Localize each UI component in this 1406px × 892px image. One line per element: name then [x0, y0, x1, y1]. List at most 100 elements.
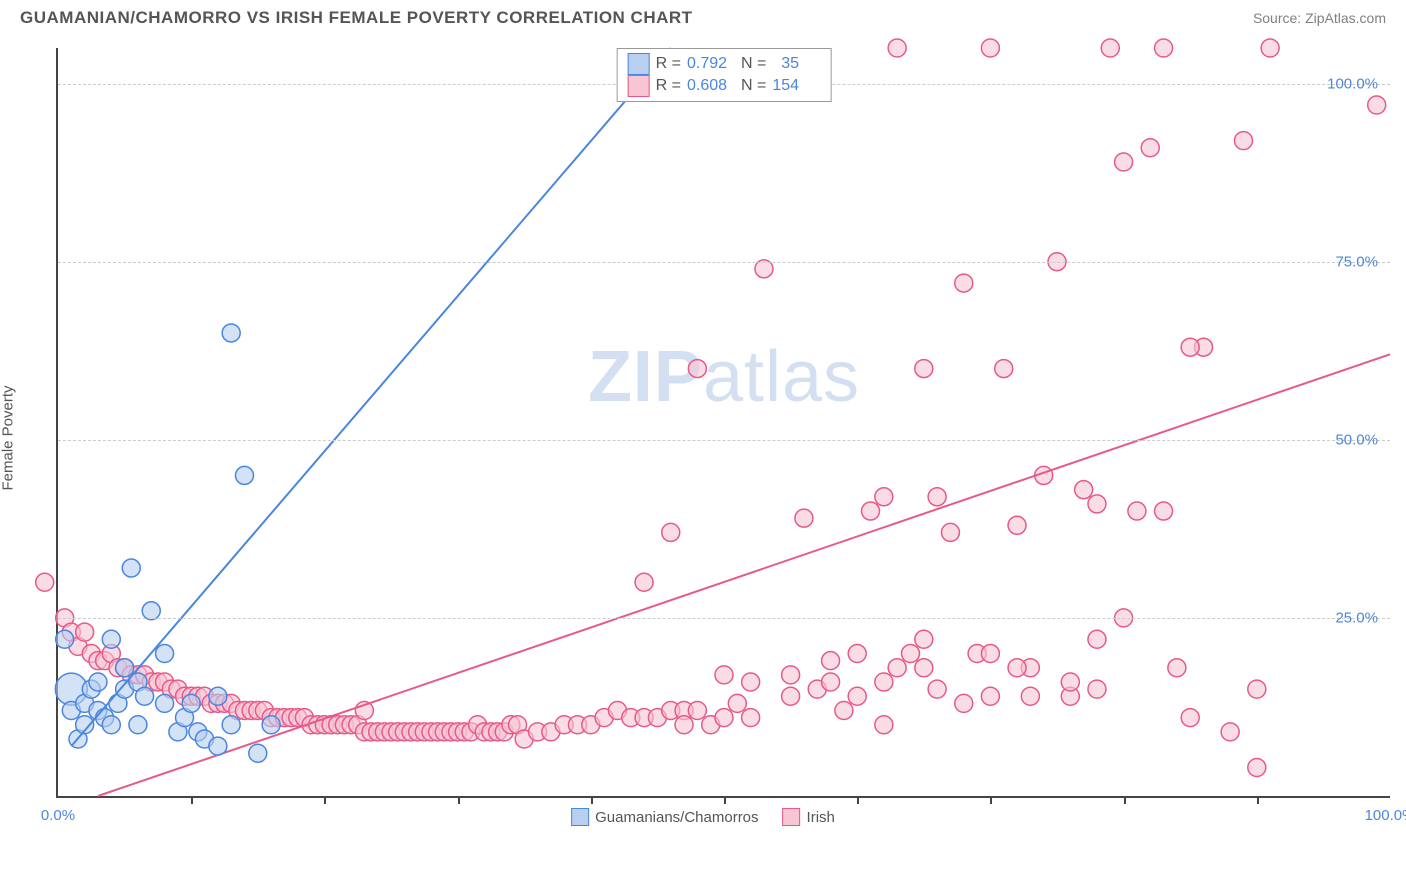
scatter-point	[782, 666, 800, 684]
scatter-point	[1061, 673, 1079, 691]
stats-r-value-2: 0.608	[687, 77, 735, 95]
scatter-point	[862, 502, 880, 520]
scatter-point	[1115, 153, 1133, 171]
stats-n-label-2: N =	[741, 77, 766, 95]
scatter-point	[635, 573, 653, 591]
scatter-point	[102, 716, 120, 734]
scatter-point	[981, 687, 999, 705]
x-tick	[857, 796, 859, 804]
stats-r-label-2: R =	[656, 77, 681, 95]
scatter-point	[156, 645, 174, 663]
gridline	[58, 618, 1390, 619]
scatter-point	[36, 573, 54, 591]
x-tick	[1124, 796, 1126, 804]
legend-item-series1: Guamanians/Chamorros	[571, 808, 758, 826]
scatter-point	[995, 360, 1013, 378]
stats-legend-box: R = 0.792 N = 35 R = 0.608 N = 154	[617, 48, 832, 102]
scatter-point	[955, 694, 973, 712]
scatter-point	[742, 709, 760, 727]
scatter-svg	[58, 48, 1390, 796]
scatter-point	[901, 645, 919, 663]
scatter-point	[222, 716, 240, 734]
scatter-point	[1128, 502, 1146, 520]
gridline	[58, 262, 1390, 263]
scatter-point	[1088, 680, 1106, 698]
scatter-point	[688, 360, 706, 378]
scatter-point	[56, 630, 74, 648]
x-tick	[591, 796, 593, 804]
scatter-point	[249, 744, 267, 762]
legend-bottom: Guamanians/Chamorros Irish	[571, 808, 835, 826]
scatter-point	[1181, 338, 1199, 356]
scatter-point	[688, 702, 706, 720]
scatter-point	[715, 666, 733, 684]
y-tick-label: 100.0%	[1327, 75, 1378, 92]
chart-header: GUAMANIAN/CHAMORRO VS IRISH FEMALE POVER…	[0, 0, 1406, 32]
scatter-point	[955, 274, 973, 292]
x-tick	[191, 796, 193, 804]
scatter-point	[1248, 759, 1266, 777]
scatter-point	[1141, 139, 1159, 157]
scatter-point	[1101, 39, 1119, 57]
scatter-point	[782, 687, 800, 705]
scatter-point	[728, 694, 746, 712]
scatter-point	[875, 673, 893, 691]
y-tick-label: 50.0%	[1335, 431, 1378, 448]
scatter-point	[848, 645, 866, 663]
scatter-point	[1234, 132, 1252, 150]
x-tick	[724, 796, 726, 804]
stats-r-value-1: 0.792	[687, 55, 735, 73]
scatter-point	[915, 659, 933, 677]
scatter-point	[1155, 39, 1173, 57]
scatter-point	[875, 716, 893, 734]
plot-area: ZIPatlas R = 0.792 N = 35 R = 0.608 N = …	[56, 48, 1390, 798]
scatter-point	[888, 39, 906, 57]
x-tick	[1257, 796, 1259, 804]
scatter-point	[888, 659, 906, 677]
scatter-point	[1008, 659, 1026, 677]
chart-container: Female Poverty ZIPatlas R = 0.792 N = 35…	[16, 48, 1390, 828]
scatter-point	[1248, 680, 1266, 698]
legend-swatch-series2	[783, 808, 801, 826]
scatter-point	[209, 687, 227, 705]
scatter-point	[209, 737, 227, 755]
stats-n-value-1: 35	[772, 55, 820, 73]
scatter-point	[89, 673, 107, 691]
scatter-point	[1021, 687, 1039, 705]
scatter-point	[915, 360, 933, 378]
x-tick	[324, 796, 326, 804]
scatter-point	[928, 488, 946, 506]
scatter-point	[981, 39, 999, 57]
scatter-point	[1008, 516, 1026, 534]
stats-n-value-2: 154	[772, 77, 820, 95]
scatter-point	[156, 694, 174, 712]
scatter-point	[262, 716, 280, 734]
x-tick	[458, 796, 460, 804]
scatter-point	[1075, 481, 1093, 499]
scatter-point	[675, 716, 693, 734]
y-tick-label: 25.0%	[1335, 609, 1378, 626]
stats-row-series2: R = 0.608 N = 154	[628, 75, 821, 97]
scatter-point	[822, 673, 840, 691]
scatter-point	[822, 652, 840, 670]
chart-title: GUAMANIAN/CHAMORRO VS IRISH FEMALE POVER…	[20, 8, 693, 28]
scatter-point	[1181, 709, 1199, 727]
scatter-point	[742, 673, 760, 691]
legend-label-series1: Guamanians/Chamorros	[595, 809, 758, 826]
scatter-point	[1088, 495, 1106, 513]
y-axis-label: Female Poverty	[0, 385, 17, 490]
scatter-point	[1088, 630, 1106, 648]
scatter-point	[835, 702, 853, 720]
scatter-point	[1155, 502, 1173, 520]
legend-item-series2: Irish	[783, 808, 835, 826]
scatter-point	[136, 687, 154, 705]
scatter-point	[182, 694, 200, 712]
scatter-point	[222, 324, 240, 342]
scatter-point	[122, 559, 140, 577]
scatter-point	[235, 466, 253, 484]
x-tick-label: 0.0%	[41, 807, 75, 824]
chart-source: Source: ZipAtlas.com	[1253, 10, 1386, 26]
scatter-point	[102, 630, 120, 648]
scatter-point	[848, 687, 866, 705]
trend-line	[71, 48, 670, 746]
